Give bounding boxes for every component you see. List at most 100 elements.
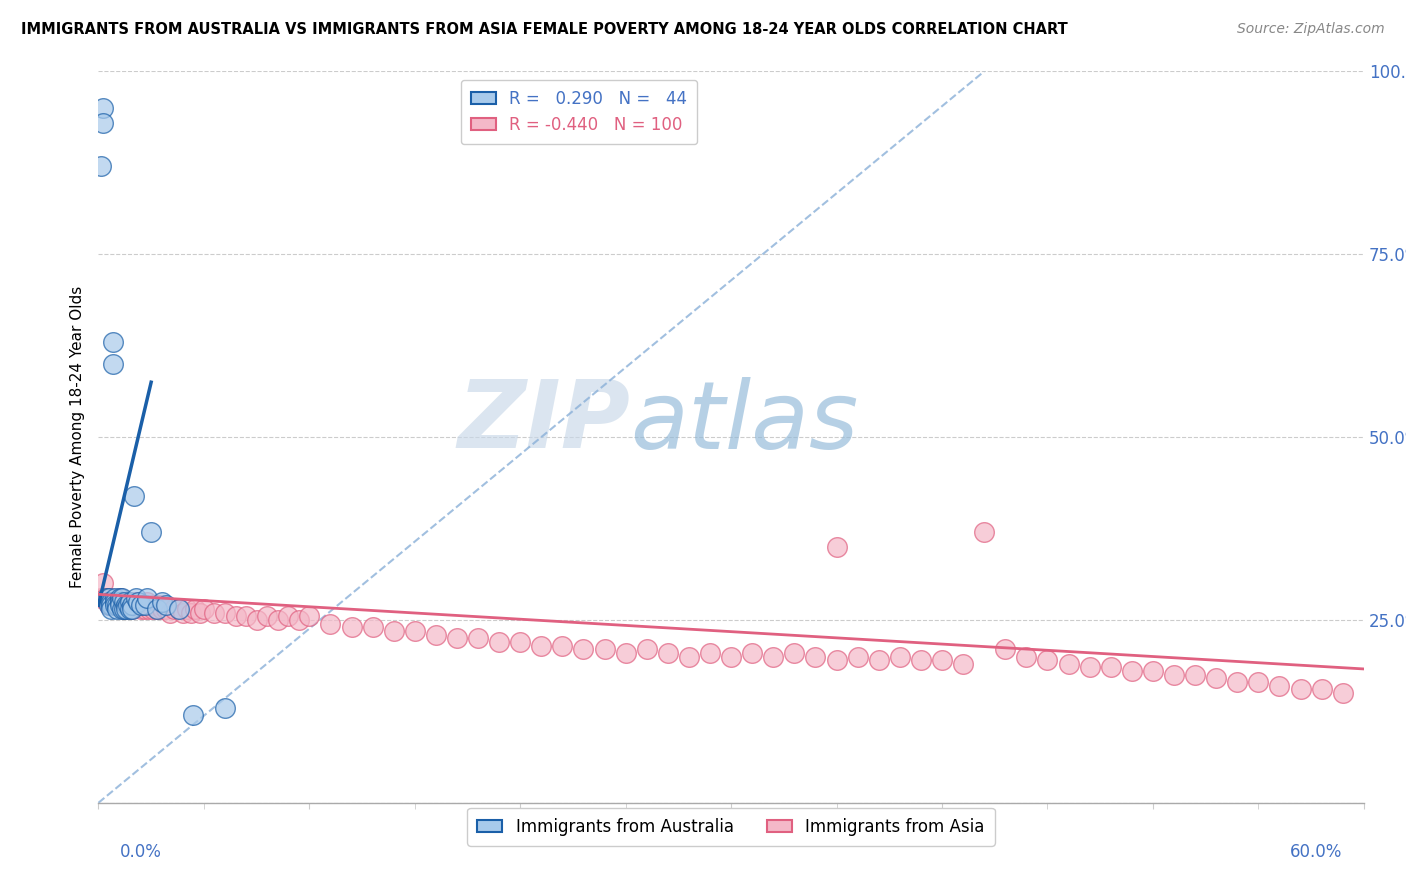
- Point: [214, 700, 236, 714]
- Point: [180, 606, 202, 620]
- Point: [104, 594, 127, 608]
- Point: [124, 599, 146, 613]
- Point: [1099, 660, 1122, 674]
- Point: [111, 599, 132, 613]
- Point: [146, 602, 169, 616]
- Point: [163, 602, 186, 616]
- Point: [1310, 682, 1333, 697]
- Point: [124, 489, 146, 503]
- Point: [467, 632, 489, 646]
- Point: [184, 602, 207, 616]
- Point: [120, 599, 141, 613]
- Point: [112, 602, 135, 616]
- Point: [825, 540, 848, 554]
- Point: [446, 632, 468, 646]
- Point: [1163, 667, 1185, 681]
- Point: [98, 591, 121, 605]
- Point: [382, 624, 405, 638]
- Point: [287, 613, 309, 627]
- Point: [117, 594, 139, 608]
- Point: [530, 639, 553, 653]
- Point: [783, 646, 806, 660]
- Point: [952, 657, 974, 671]
- Point: [636, 642, 658, 657]
- Point: [120, 602, 141, 616]
- Point: [91, 101, 114, 115]
- Point: [112, 594, 135, 608]
- Point: [136, 594, 159, 608]
- Point: [104, 591, 127, 605]
- Point: [931, 653, 953, 667]
- Point: [1331, 686, 1354, 700]
- Point: [150, 594, 173, 608]
- Point: [91, 115, 114, 129]
- Point: [129, 602, 152, 616]
- Point: [93, 591, 117, 605]
- Point: [172, 606, 194, 620]
- Point: [183, 708, 205, 723]
- Text: 60.0%: 60.0%: [1291, 843, 1343, 861]
- Point: [134, 602, 156, 616]
- Point: [107, 602, 129, 616]
- Point: [678, 649, 700, 664]
- Point: [111, 602, 132, 616]
- Point: [98, 599, 121, 613]
- Point: [108, 594, 131, 608]
- Point: [149, 599, 172, 613]
- Point: [235, 609, 257, 624]
- Point: [100, 599, 122, 613]
- Point: [155, 599, 177, 613]
- Point: [176, 602, 198, 616]
- Point: [96, 591, 118, 605]
- Point: [100, 602, 122, 616]
- Point: [107, 599, 129, 613]
- Point: [1015, 649, 1038, 664]
- Point: [488, 635, 510, 649]
- Point: [699, 646, 721, 660]
- Point: [155, 602, 177, 616]
- Point: [404, 624, 426, 638]
- Point: [146, 602, 169, 616]
- Point: [910, 653, 932, 667]
- Point: [256, 609, 278, 624]
- Point: [319, 616, 342, 631]
- Point: [246, 613, 269, 627]
- Point: [128, 599, 150, 613]
- Point: [103, 599, 125, 613]
- Point: [762, 649, 785, 664]
- Point: [125, 594, 148, 608]
- Point: [112, 602, 135, 616]
- Point: [167, 602, 190, 616]
- Point: [657, 646, 679, 660]
- Point: [159, 606, 181, 620]
- Point: [108, 591, 131, 605]
- Point: [509, 635, 531, 649]
- Point: [973, 525, 995, 540]
- Point: [128, 594, 150, 608]
- Text: ZIP: ZIP: [457, 376, 630, 468]
- Point: [121, 602, 143, 616]
- Point: [1247, 675, 1270, 690]
- Point: [572, 642, 595, 657]
- Point: [1268, 679, 1291, 693]
- Point: [103, 334, 125, 349]
- Point: [1142, 664, 1164, 678]
- Point: [340, 620, 363, 634]
- Point: [868, 653, 890, 667]
- Point: [90, 591, 112, 605]
- Point: [104, 599, 127, 613]
- Point: [107, 599, 129, 613]
- Point: [96, 591, 118, 605]
- Point: [1289, 682, 1312, 697]
- Point: [121, 602, 143, 616]
- Point: [277, 609, 299, 624]
- Point: [141, 599, 163, 613]
- Point: [136, 591, 159, 605]
- Point: [1226, 675, 1249, 690]
- Text: Source: ZipAtlas.com: Source: ZipAtlas.com: [1237, 22, 1385, 37]
- Point: [129, 599, 152, 613]
- Point: [100, 591, 122, 605]
- Point: [108, 591, 131, 605]
- Text: atlas: atlas: [630, 377, 858, 468]
- Point: [142, 602, 165, 616]
